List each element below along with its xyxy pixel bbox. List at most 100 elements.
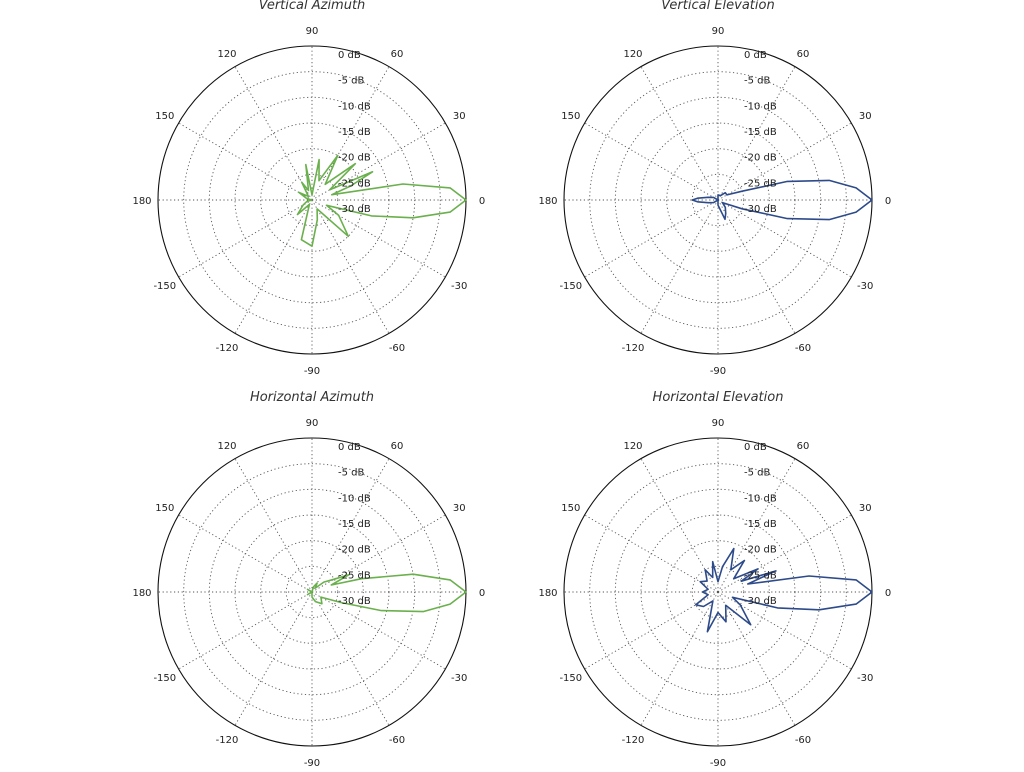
angle-tick-label: -60	[389, 343, 405, 354]
grid-ring	[589, 463, 847, 721]
angle-tick-label: 60	[391, 441, 404, 452]
grid-spoke	[640, 458, 719, 593]
angle-tick-label: 0	[479, 196, 485, 207]
radial-tick-label: -25 dB	[338, 178, 371, 189]
grid-spoke	[178, 591, 313, 670]
angle-tick-label: 30	[453, 503, 466, 514]
grid-spoke	[640, 591, 719, 726]
angle-tick-label: 30	[859, 503, 872, 514]
grid-spoke	[311, 591, 446, 670]
grid-spoke	[311, 66, 390, 201]
angle-tick-label: 90	[712, 26, 725, 37]
angle-tick-label: -60	[389, 735, 405, 746]
angle-tick-label: -90	[304, 758, 320, 769]
grid-ring	[234, 514, 390, 670]
grid-spoke	[717, 66, 796, 201]
grid-spoke	[717, 458, 796, 593]
grid-spoke	[717, 122, 852, 201]
polar-chart: 0 dB -5 dB -10 dB -15 dB -20 dB -25 dB -30 dB 0…	[538, 418, 891, 769]
grid-ring	[183, 463, 441, 721]
angle-tick-label: 150	[561, 111, 580, 122]
angle-tick-label: -120	[622, 735, 645, 746]
polar-plot-vertical-azimuth: Vertical Azimuth 0 dB -5 dB -10 dB -15 dB -2…	[102, 0, 522, 380]
polar-chart: 0 dB -5 dB -10 dB -15 dB -20 dB -25 dB -30 dB 0…	[132, 26, 485, 377]
grid-spoke	[234, 591, 313, 726]
polar-chart: 0 dB -5 dB -10 dB -15 dB -20 dB -25 dB -30 dB 0…	[538, 26, 891, 377]
grid-ring	[614, 488, 822, 696]
angle-tick-label: 60	[797, 49, 810, 60]
grid-spoke	[640, 199, 719, 334]
radial-tick-label: -15 dB	[338, 519, 371, 530]
grid-ring	[183, 71, 441, 329]
plot-title: Horizontal Azimuth	[249, 390, 375, 405]
angle-tick-label: -120	[216, 343, 239, 354]
angle-tick-label: 180	[538, 196, 557, 207]
angle-tick-label: 30	[859, 111, 872, 122]
pattern-trace	[306, 573, 467, 613]
angle-tick-label: 0	[885, 588, 891, 599]
angle-tick-label: 120	[623, 441, 642, 452]
radial-tick-label: 0 dB	[338, 50, 361, 61]
angle-tick-label: 180	[132, 196, 151, 207]
grid-ring	[234, 122, 390, 278]
angle-tick-label: -90	[304, 366, 320, 377]
radial-tick-label: 0 dB	[338, 442, 361, 453]
radial-tick-label: -5 dB	[338, 468, 364, 479]
grid-spoke	[584, 591, 719, 670]
grid-ring	[640, 122, 796, 278]
angle-tick-label: -150	[153, 281, 176, 292]
angle-tick-label: -60	[795, 735, 811, 746]
radial-tick-label: -15 dB	[744, 519, 777, 530]
angle-tick-label: -120	[216, 735, 239, 746]
angle-tick-label: 0	[885, 196, 891, 207]
angle-tick-label: 90	[712, 418, 725, 429]
angle-tick-label: 120	[623, 49, 642, 60]
angle-tick-label: -30	[451, 281, 467, 292]
angle-tick-label: -30	[857, 281, 873, 292]
polar-plot-vertical-elevation: Vertical Elevation 0 dB -5 dB -10 dB -15 dB…	[508, 0, 928, 380]
grid-spoke	[234, 66, 313, 201]
angle-tick-label: -30	[857, 673, 873, 684]
radial-tick-label: -5 dB	[744, 468, 770, 479]
angle-tick-label: 120	[217, 49, 236, 60]
radial-tick-label: -20 dB	[744, 545, 777, 556]
radial-tick-label: -15 dB	[744, 127, 777, 138]
angle-tick-label: -90	[710, 366, 726, 377]
radial-tick-label: -15 dB	[338, 127, 371, 138]
pattern-trace	[296, 154, 467, 247]
radial-tick-label: -25 dB	[744, 178, 777, 189]
grid-spoke	[311, 514, 446, 593]
grid-ring	[666, 540, 770, 644]
radial-tick-label: -10 dB	[338, 101, 371, 112]
polar-plot-horizontal-azimuth: Horizontal Azimuth 0 dB -5 dB -10 dB -15 dB…	[102, 390, 522, 772]
angle-tick-label: 60	[797, 441, 810, 452]
angle-tick-label: -150	[153, 673, 176, 684]
grid-ring	[614, 96, 822, 304]
grid-ring	[666, 148, 770, 252]
grid-ring	[208, 488, 416, 696]
grid-spoke	[717, 199, 852, 278]
grid-spoke	[717, 591, 852, 670]
polar-chart: 0 dB -5 dB -10 dB -15 dB -20 dB -25 dB -30 dB 0…	[132, 418, 485, 769]
grid-ring	[691, 565, 745, 619]
grid-ring	[260, 540, 364, 644]
grid-spoke	[234, 458, 313, 593]
pattern-trace	[695, 547, 873, 633]
grid-ring	[285, 565, 339, 619]
angle-tick-label: 0	[479, 588, 485, 599]
radial-tick-label: 0 dB	[744, 50, 767, 61]
radial-tick-label: -30 dB	[744, 204, 777, 215]
grid-ring	[208, 96, 416, 304]
radial-tick-label: -30 dB	[338, 204, 371, 215]
radial-tick-label: -10 dB	[338, 493, 371, 504]
grid-spoke	[311, 458, 390, 593]
radial-tick-label: -20 dB	[744, 153, 777, 164]
angle-tick-label: 180	[132, 588, 151, 599]
angle-tick-label: 30	[453, 111, 466, 122]
grid-spoke	[311, 199, 446, 278]
grid-spoke	[234, 199, 313, 334]
angle-tick-label: -150	[559, 673, 582, 684]
angle-tick-label: -150	[559, 281, 582, 292]
angle-tick-label: -120	[622, 343, 645, 354]
pattern-trace	[691, 179, 873, 221]
